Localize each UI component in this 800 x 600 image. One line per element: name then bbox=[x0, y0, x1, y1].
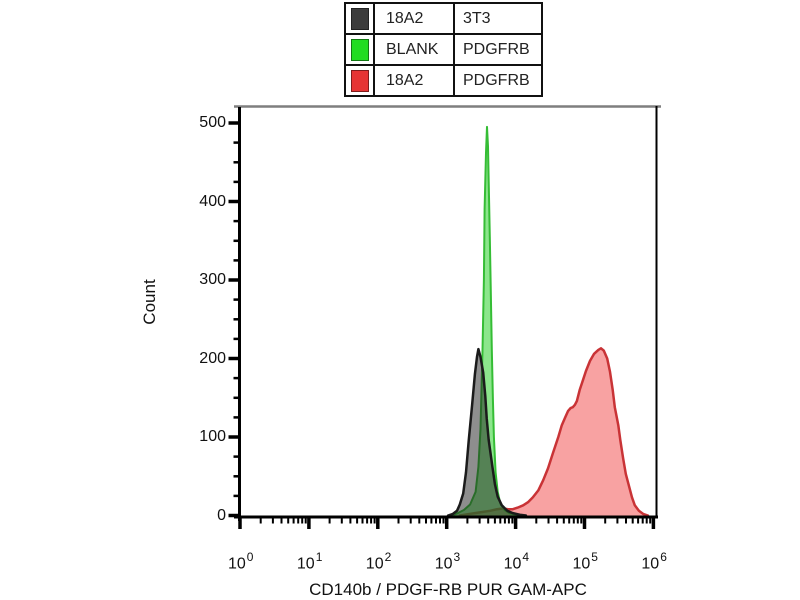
y-tick-label-400: 400 bbox=[199, 192, 226, 210]
legend-sample-18a2-3t3: 18A2 bbox=[375, 4, 455, 35]
legend-target-18a2-pdgfrb: PDGFRB bbox=[455, 66, 541, 95]
legend-swatch-18a2-3t3 bbox=[350, 7, 369, 30]
legend-swatch-cell-blank-pdgfrb bbox=[346, 35, 375, 66]
x-tick-label-10e1: 101 bbox=[296, 550, 323, 573]
y-tick-label-100: 100 bbox=[199, 428, 226, 445]
y-tick-label-200: 200 bbox=[199, 349, 226, 367]
y-tick-label-0: 0 bbox=[217, 506, 226, 524]
series-area-blank-pdgfrb bbox=[452, 126, 521, 516]
legend-swatch-cell-18a2-3t3 bbox=[346, 4, 375, 35]
legend-table: 18A2 3T3 BLANK PDGFRB 18A2 PDGFRB bbox=[344, 2, 543, 97]
x-axis-title: CD140b / PDGF-RB PUR GAM-APC bbox=[309, 580, 587, 599]
series-area-18a2-pdgfrb bbox=[459, 348, 648, 516]
legend-swatch-blank-pdgfrb bbox=[350, 38, 369, 61]
legend-swatch-18a2-pdgfrb bbox=[350, 69, 369, 92]
legend-target-blank-pdgfrb: PDGFRB bbox=[455, 35, 541, 66]
x-tick-label-10e5: 105 bbox=[572, 550, 598, 573]
x-tick-label-10e4: 104 bbox=[503, 550, 530, 573]
y-tick-label-500: 500 bbox=[199, 114, 226, 131]
legend-target-18a2-3t3: 3T3 bbox=[455, 4, 541, 35]
x-tick-label-10e3: 103 bbox=[434, 550, 461, 573]
y-tick-label-300: 300 bbox=[199, 271, 226, 288]
x-tick-label-10e2: 102 bbox=[365, 550, 392, 573]
y-axis-title: Count bbox=[140, 279, 159, 325]
legend-sample-18a2-pdgfrb: 18A2 bbox=[375, 66, 455, 95]
legend-sample-blank-pdgfrb: BLANK bbox=[375, 35, 455, 66]
series-outline-18a2-pdgfrb bbox=[458, 347, 650, 517]
series-outline-18a2-3t3 bbox=[446, 347, 528, 517]
x-tick-label-10e0: 100 bbox=[228, 550, 254, 573]
legend-swatch-cell-18a2-pdgfrb bbox=[346, 66, 375, 95]
x-tick-label-10e6: 106 bbox=[641, 550, 667, 573]
